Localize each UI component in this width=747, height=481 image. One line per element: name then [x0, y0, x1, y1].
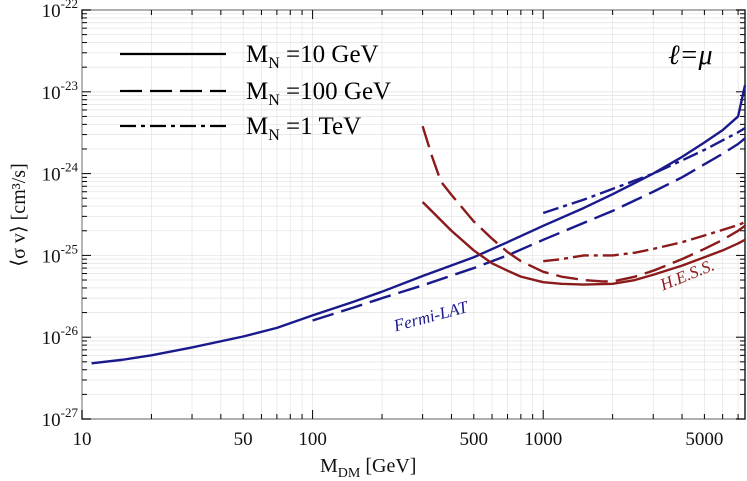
x-tick-label: 5000: [685, 429, 723, 450]
x-axis-title: MDM [GeV]: [320, 455, 416, 481]
x-tick-label: 10: [73, 429, 92, 450]
y-tick-label: 10-27: [42, 405, 79, 431]
y-tick-label: 10-24: [42, 160, 79, 186]
x-tick-label: 100: [298, 429, 327, 450]
lepton-flavor-label: ℓ=μ: [668, 40, 713, 71]
series-h-e-s-s-dashdot: [543, 221, 746, 263]
y-axis-title: ⟨σ v⟩ [cm³/s]: [8, 163, 30, 266]
axis-ticks: [81, 9, 745, 420]
y-tick-label: 10-22: [42, 0, 78, 22]
legend: MN =10 GeV MN =100 GeV MN =1 TeV: [120, 41, 391, 144]
legend-label-10gev: MN =10 GeV: [246, 41, 379, 72]
x-tick-label: 50: [234, 429, 253, 450]
legend-label-1tev: MN =1 TeV: [246, 113, 361, 144]
x-tick-label: 500: [460, 429, 489, 450]
series-fermi-lat-dashed: [312, 137, 746, 322]
y-tick-label: 10-26: [42, 323, 79, 349]
series-group: [91, 85, 747, 365]
series-fermi-lat-dashdot: [542, 127, 746, 215]
series-fermi-lat-solid: [91, 85, 747, 365]
x-tick-label: 1000: [524, 429, 562, 450]
y-tick-label: 10-23: [42, 78, 78, 104]
series-h-e-s-s-dashed: [421, 125, 746, 283]
tick-labels: 10 50 100 500 1000 5000 10-27 10-26 10-25 10-24 10…: [42, 0, 724, 450]
legend-label-100gev: MN =100 GeV: [246, 78, 391, 109]
plot-frame: [81, 9, 746, 420]
y-tick-label: 10-25: [42, 241, 78, 267]
series-h-e-s-s-solid: [421, 201, 746, 286]
